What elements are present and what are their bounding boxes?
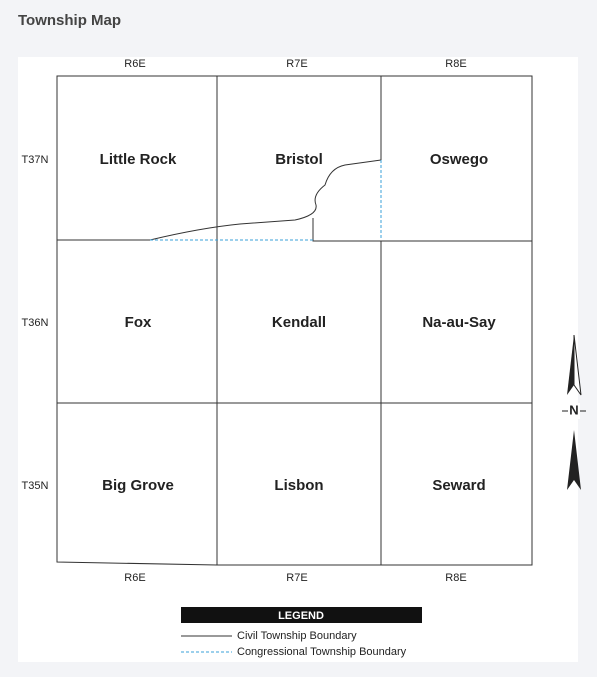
legend-title: LEGEND — [278, 610, 324, 622]
township-name: Fox — [125, 314, 152, 331]
township-name: Bristol — [275, 151, 323, 168]
column-label: R8E — [445, 58, 466, 70]
township-name: Na-au-Say — [422, 314, 496, 331]
civil-boundary — [57, 159, 382, 241]
outer-boundary — [56, 75, 533, 566]
township-name: Lisbon — [274, 477, 323, 494]
row-label: T35N — [22, 480, 49, 492]
row-label: T37N — [22, 154, 49, 166]
n-bg — [568, 403, 580, 419]
civil-boundary — [312, 218, 532, 242]
column-label: R6E — [124, 572, 145, 584]
column-label: R6E — [124, 58, 145, 70]
page-title: Township Map — [18, 12, 121, 29]
column-label: R8E — [445, 572, 466, 584]
township-name: Big Grove — [102, 477, 174, 494]
legend-bar — [181, 607, 422, 623]
township-name: Kendall — [272, 314, 326, 331]
arrow-head — [567, 335, 574, 395]
arrow-tail — [567, 430, 581, 490]
arrow-head — [573, 334, 582, 396]
row-label: T36N — [22, 317, 49, 329]
legend-item: Civil Township Boundary — [237, 630, 357, 642]
column-label: R7E — [286, 58, 307, 70]
north-arrow: N — [562, 334, 586, 490]
map-panel — [18, 57, 578, 662]
column-label: R7E — [286, 572, 307, 584]
township-name: Seward — [432, 477, 485, 494]
labels: R6E R7E R8E R6E R7E R8E T37N T36N T35N Little Roc… — [22, 58, 497, 584]
township-grid — [56, 75, 533, 566]
legend-item: Congressional Township Boundary — [237, 646, 407, 658]
township-name: Little Rock — [100, 151, 177, 168]
township-name: Oswego — [430, 151, 488, 168]
north-label: N — [569, 402, 578, 417]
legend: LEGEND Civil Township Boundary Congressi… — [181, 607, 422, 658]
